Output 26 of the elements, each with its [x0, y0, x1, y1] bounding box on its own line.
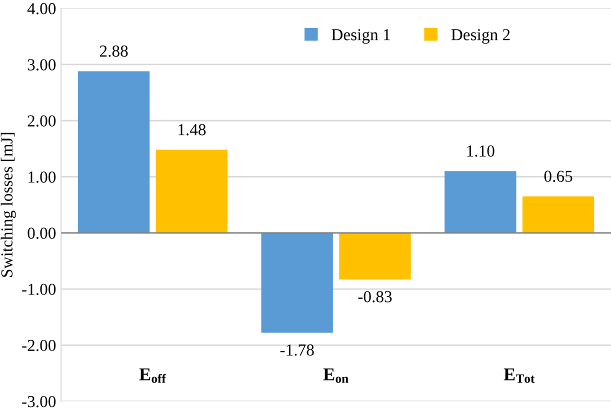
legend-label: Design 2	[451, 29, 510, 44]
bar	[156, 150, 228, 233]
bar	[522, 196, 594, 233]
data-label: 2.88	[100, 45, 128, 57]
data-label: 1.10	[467, 145, 494, 157]
data-label: 0.65	[544, 170, 572, 182]
y-tick-label: 2.00	[28, 115, 56, 127]
y-tick-label: -3.00	[22, 396, 56, 408]
bar	[261, 232, 333, 333]
y-tick-label: -2.00	[22, 340, 56, 352]
bar	[339, 232, 411, 280]
y-tick-label: 3.00	[28, 59, 56, 71]
data-label: -0.83	[358, 291, 392, 302]
bar	[78, 71, 150, 233]
bar	[444, 171, 516, 233]
y-tick-label: 4.00	[27, 3, 56, 14]
data-label: -1.78	[280, 344, 314, 356]
y-axis-title: Switching losses [mJ]	[0, 132, 16, 277]
data-label: 1.48	[178, 124, 206, 136]
legend-label: Design 1	[332, 29, 390, 44]
y-tick-label: 0.00	[28, 228, 56, 239]
x-tick-label: E$_{on}$	[323, 368, 348, 383]
x-tick-label: E$_{off}$	[139, 368, 166, 383]
y-tick-label: -1.00	[22, 284, 56, 296]
x-tick-label: E$_{Tot}$	[504, 368, 535, 383]
y-tick-label: 1.00	[28, 171, 56, 183]
